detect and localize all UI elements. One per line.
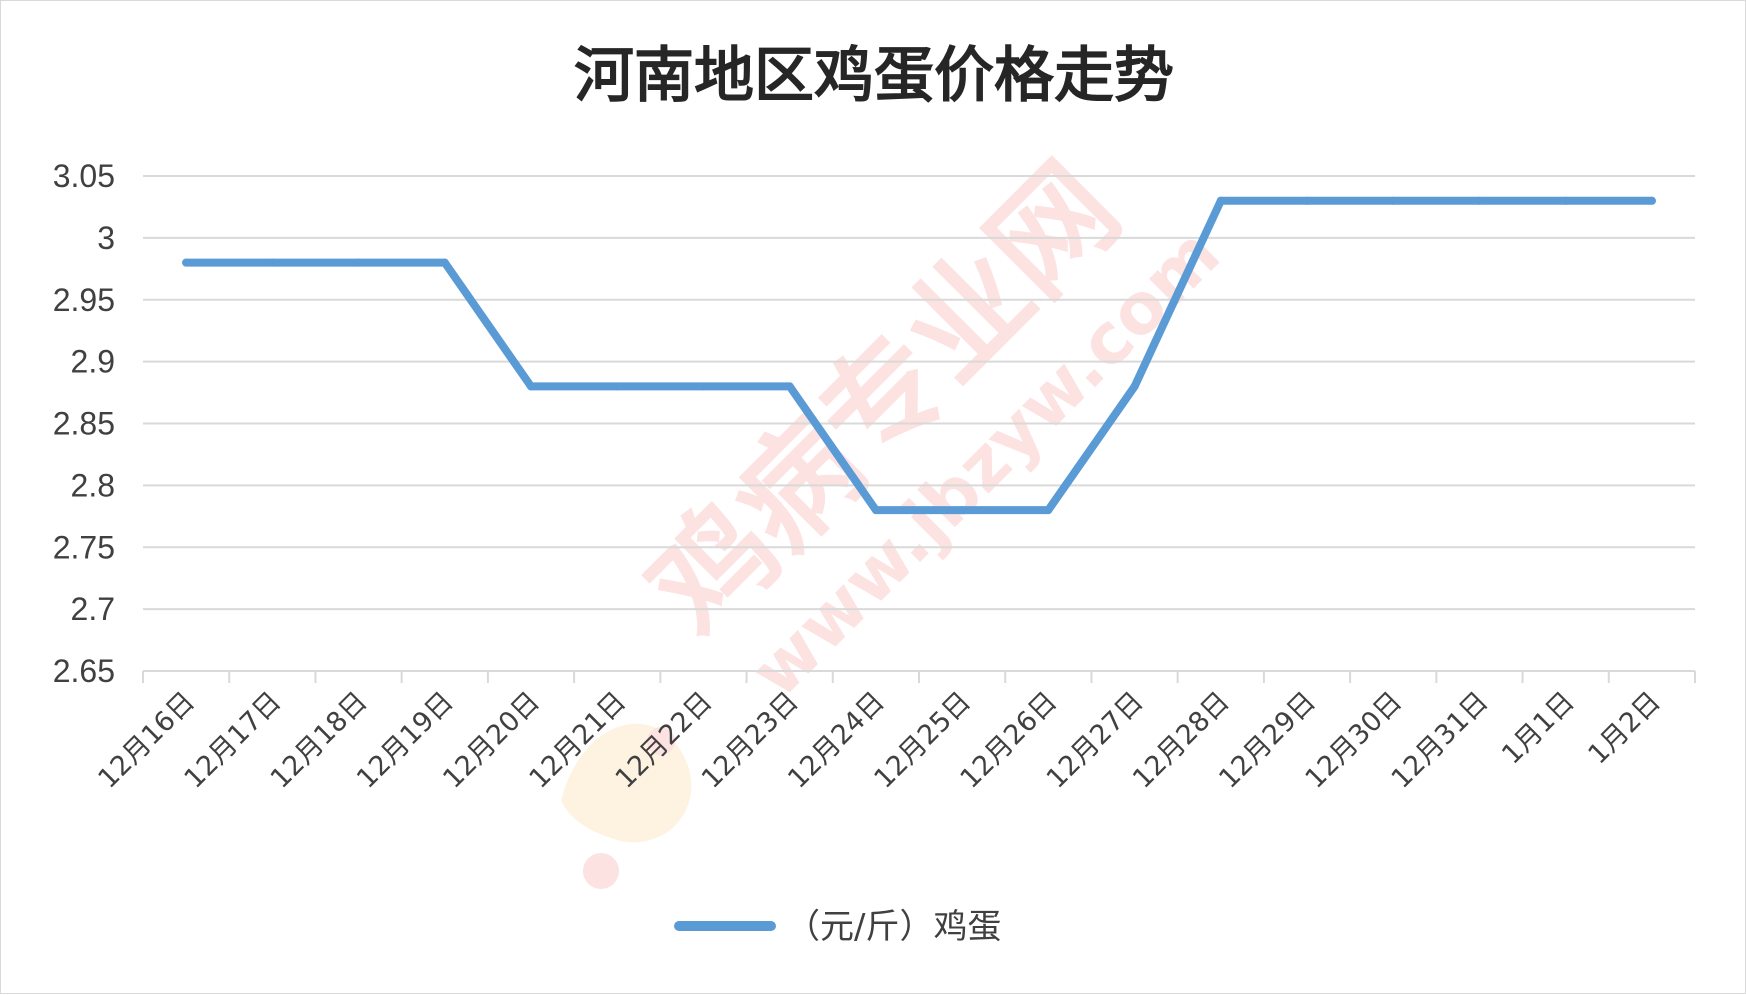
data-point (440, 258, 449, 267)
x-axis-ticks: 12月16日12月17日12月18日12月19日12月20日12月21日12月2… (92, 686, 1666, 795)
gridlines (143, 175, 1695, 611)
data-point (1303, 196, 1311, 205)
data-point (1044, 506, 1053, 515)
data-point (958, 506, 967, 515)
data-point (1475, 196, 1484, 205)
data-point (785, 382, 794, 391)
x-tick-label: 1月1日 (1496, 686, 1580, 770)
y-tick-label: 2.85 (53, 406, 115, 442)
legend-label: （元/斤）鸡蛋 (786, 907, 1001, 947)
data-point (1389, 196, 1398, 205)
data-point (871, 506, 880, 515)
y-tick-label: 3 (97, 220, 115, 256)
data-point (182, 258, 191, 267)
x-axis (142, 670, 1696, 683)
y-tick-label: 2.95 (53, 282, 115, 318)
data-point (1216, 196, 1225, 205)
legend: （元/斤）鸡蛋 (674, 907, 1001, 947)
data-point (268, 258, 277, 267)
x-tick-label: 1月2日 (1582, 686, 1666, 770)
y-tick-label: 2.65 (53, 653, 115, 689)
y-tick-label: 3.05 (53, 158, 115, 194)
data-point (1647, 196, 1656, 205)
y-tick-label: 2.9 (71, 344, 115, 380)
series-line (182, 196, 1656, 515)
data-point (1561, 196, 1570, 205)
series-group (182, 196, 1656, 515)
watermark-logo-icon (561, 723, 692, 889)
chart-title: 河南地区鸡蛋价格走势 (574, 41, 1174, 111)
y-tick-label: 2.75 (53, 529, 115, 565)
data-point (354, 258, 363, 267)
data-point (527, 382, 535, 391)
data-point (613, 382, 622, 391)
y-tick-label: 2.8 (71, 467, 115, 503)
y-axis-ticks: 3.05 3 2.95 2.9 2.85 2.8 2.75 2.7 2.65 (53, 158, 115, 689)
data-point (1130, 382, 1139, 391)
y-tick-label: 2.7 (71, 591, 115, 627)
data-point (699, 382, 708, 391)
